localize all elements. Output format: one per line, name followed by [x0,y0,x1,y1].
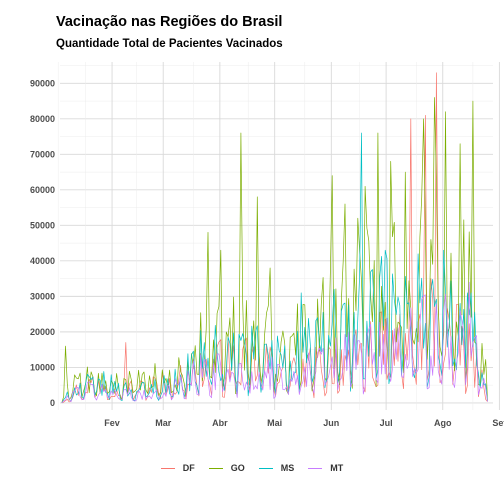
legend-item-ms: MS [258,463,295,473]
chart-subtitle: Quantidade Total de Pacientes Vacinados [56,38,283,50]
legend: DF GO MS MT [0,463,504,473]
legend-label: MS [280,463,295,473]
x-axis-ticks: Fev Mar Abr Mai Jun Jul Ago Set [104,418,504,428]
x-tick-label: Ago [434,418,452,428]
x-tick-label: Fev [104,418,120,428]
legend-label: DF [182,463,195,473]
legend-label: GO [230,463,245,473]
y-tick-label: 70000 [30,149,55,159]
series-lines [61,72,488,404]
legend-key-line [308,463,323,473]
series-line-ms [61,132,488,404]
y-tick-label: 40000 [30,256,55,266]
legend-item-go: GO [208,463,245,473]
y-tick-label: 30000 [30,291,55,301]
legend-item-mt: MT [308,463,343,473]
y-tick-label: 20000 [30,327,55,337]
legend-label: MT [330,463,344,473]
series-line-mt [61,281,488,404]
x-tick-label: Set [492,418,504,428]
legend-key-line [208,463,223,473]
x-tick-label: Mar [155,418,172,428]
y-tick-label: 80000 [30,114,55,124]
y-tick-label: 10000 [30,362,55,372]
x-tick-label: Jun [323,418,339,428]
x-tick-label: Jul [380,418,393,428]
legend-item-df: DF [160,463,195,473]
grid [57,62,500,410]
chart-title: Vacinação nas Regiões do Brasil [56,14,283,30]
y-axis-ticks: 0 10000 20000 30000 40000 50000 60000 70000 8000… [30,78,55,408]
legend-key-line [160,463,175,473]
legend-key-line [258,463,273,473]
y-tick-label: 50000 [30,220,55,230]
x-tick-label: Abr [212,418,228,428]
y-tick-label: 0 [50,398,55,408]
x-tick-label: Mai [267,418,282,428]
y-tick-label: 90000 [30,78,55,88]
y-tick-label: 60000 [30,185,55,195]
